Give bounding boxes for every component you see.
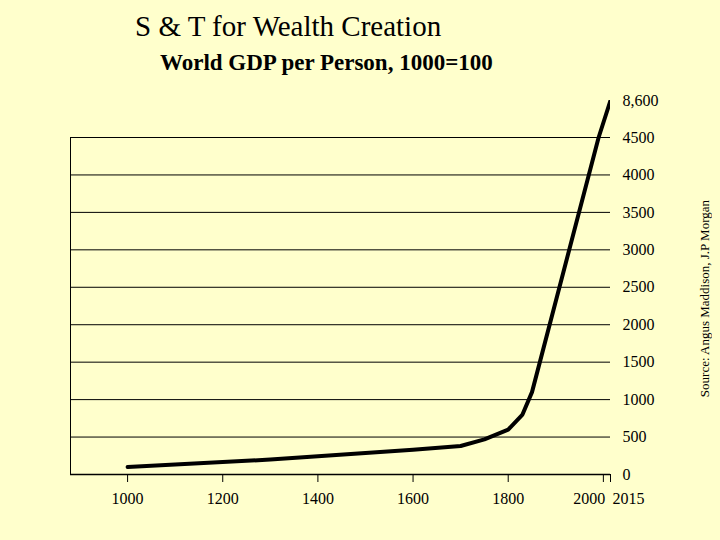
svg-text:1600: 1600: [397, 490, 429, 507]
html-text:World GDP per Person, 1000=100: World GDP per Person, 1000=100: [160, 50, 493, 75]
svg-text:1400: 1400: [302, 490, 334, 507]
svg-text:4500: 4500: [623, 129, 655, 146]
svg-text:3500: 3500: [623, 204, 655, 221]
svg-text:2015: 2015: [613, 490, 645, 507]
svg-text:0: 0: [623, 466, 631, 483]
svg-text:4000: 4000: [623, 166, 655, 183]
svg-text:2500: 2500: [623, 278, 655, 295]
svg-text:1000: 1000: [623, 391, 655, 408]
html-text:S & T for Wealth Creation: S & T for Wealth Creation: [135, 10, 442, 42]
html-text:Source: Angus Maddison, J.P Mo: Source: Angus Maddison, J.P Morgan: [697, 200, 712, 398]
svg-text:3000: 3000: [623, 241, 655, 258]
svg-text:2000: 2000: [573, 490, 605, 507]
svg-text:1000: 1000: [112, 490, 144, 507]
svg-text:1800: 1800: [492, 490, 524, 507]
svg-text:8,600: 8,600: [623, 92, 659, 109]
svg-text:1500: 1500: [623, 353, 655, 370]
svg-text:1200: 1200: [207, 490, 239, 507]
svg-text:500: 500: [623, 428, 647, 445]
svg-text:2000: 2000: [623, 316, 655, 333]
